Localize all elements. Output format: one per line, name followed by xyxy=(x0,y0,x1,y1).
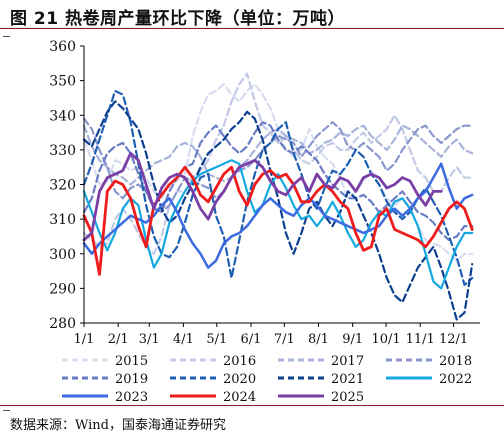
x-tick-label: 6/1 xyxy=(240,332,261,347)
legend-label-2017: 2017 xyxy=(331,354,364,369)
series-line-2019 xyxy=(82,121,474,241)
line-chart: 2015 2016 2017 2018 2019 2020 2021 2022 2023 2024… xyxy=(49,39,480,405)
series-line-2020 xyxy=(82,89,474,286)
legend-label-2025: 2025 xyxy=(331,390,364,405)
x-tick-label: 2/1 xyxy=(108,332,129,347)
x-tick-label: 3/1 xyxy=(139,332,160,347)
title-rule xyxy=(0,28,504,29)
footer-rule-tick xyxy=(3,410,10,411)
y-tick-label: 320 xyxy=(49,178,76,194)
y-tick-label: 290 xyxy=(49,281,76,297)
series-line-2025 xyxy=(82,151,443,242)
legend-label-2019: 2019 xyxy=(115,372,148,387)
y-tick-label: 300 xyxy=(49,247,76,263)
series-line-2018 xyxy=(82,117,474,214)
x-tick-label: 1/1 xyxy=(74,332,95,347)
x-tick-label: 7/1 xyxy=(274,332,295,347)
title-rule-tick xyxy=(3,36,10,37)
legend-label-2018: 2018 xyxy=(439,354,472,369)
y-tick-label: 360 xyxy=(49,39,76,55)
legend-label-2023: 2023 xyxy=(115,390,148,405)
x-tick-label: 12/1 xyxy=(439,332,468,347)
legend-label-2015: 2015 xyxy=(115,354,148,369)
series-line-2024 xyxy=(82,165,474,276)
legend: 2015 2016 2017 2018 2019 2020 2021 2022 2023 2024… xyxy=(62,354,472,405)
series-line-2022 xyxy=(82,159,474,290)
legend-label-2024: 2024 xyxy=(223,390,256,405)
x-tick-label: 4/1 xyxy=(173,332,194,347)
legend-label-2022: 2022 xyxy=(439,372,472,387)
legend-label-2020: 2020 xyxy=(223,372,256,387)
x-tick-label: 10/1 xyxy=(371,332,400,347)
series-line-2023 xyxy=(82,162,474,269)
x-tick-label: 8/1 xyxy=(308,332,329,347)
legend-label-2016: 2016 xyxy=(223,354,256,369)
y-tick-label: 280 xyxy=(49,316,76,332)
x-tick-label: 11/1 xyxy=(406,332,435,347)
legend-label-2021: 2021 xyxy=(331,372,364,387)
footer-rule xyxy=(0,405,504,406)
figure-title: 图 21 热卷周产量环比下降（单位：万吨） xyxy=(10,9,345,29)
axes: 280 290 300 310 320 330 340 350 360 1/1 2/1 3/1 4/1 5… xyxy=(49,39,480,347)
source-note: 数据来源：Wind，国泰海通证券研究 xyxy=(10,418,226,433)
series-lines xyxy=(82,72,474,321)
y-tick-label: 350 xyxy=(49,74,76,90)
x-tick-label: 9/1 xyxy=(342,332,363,347)
y-tick-label: 330 xyxy=(49,143,76,159)
x-tick-label: 5/1 xyxy=(206,332,227,347)
y-tick-label: 310 xyxy=(49,212,76,228)
series-line-2021 xyxy=(82,100,474,321)
y-tick-label: 340 xyxy=(49,108,76,124)
